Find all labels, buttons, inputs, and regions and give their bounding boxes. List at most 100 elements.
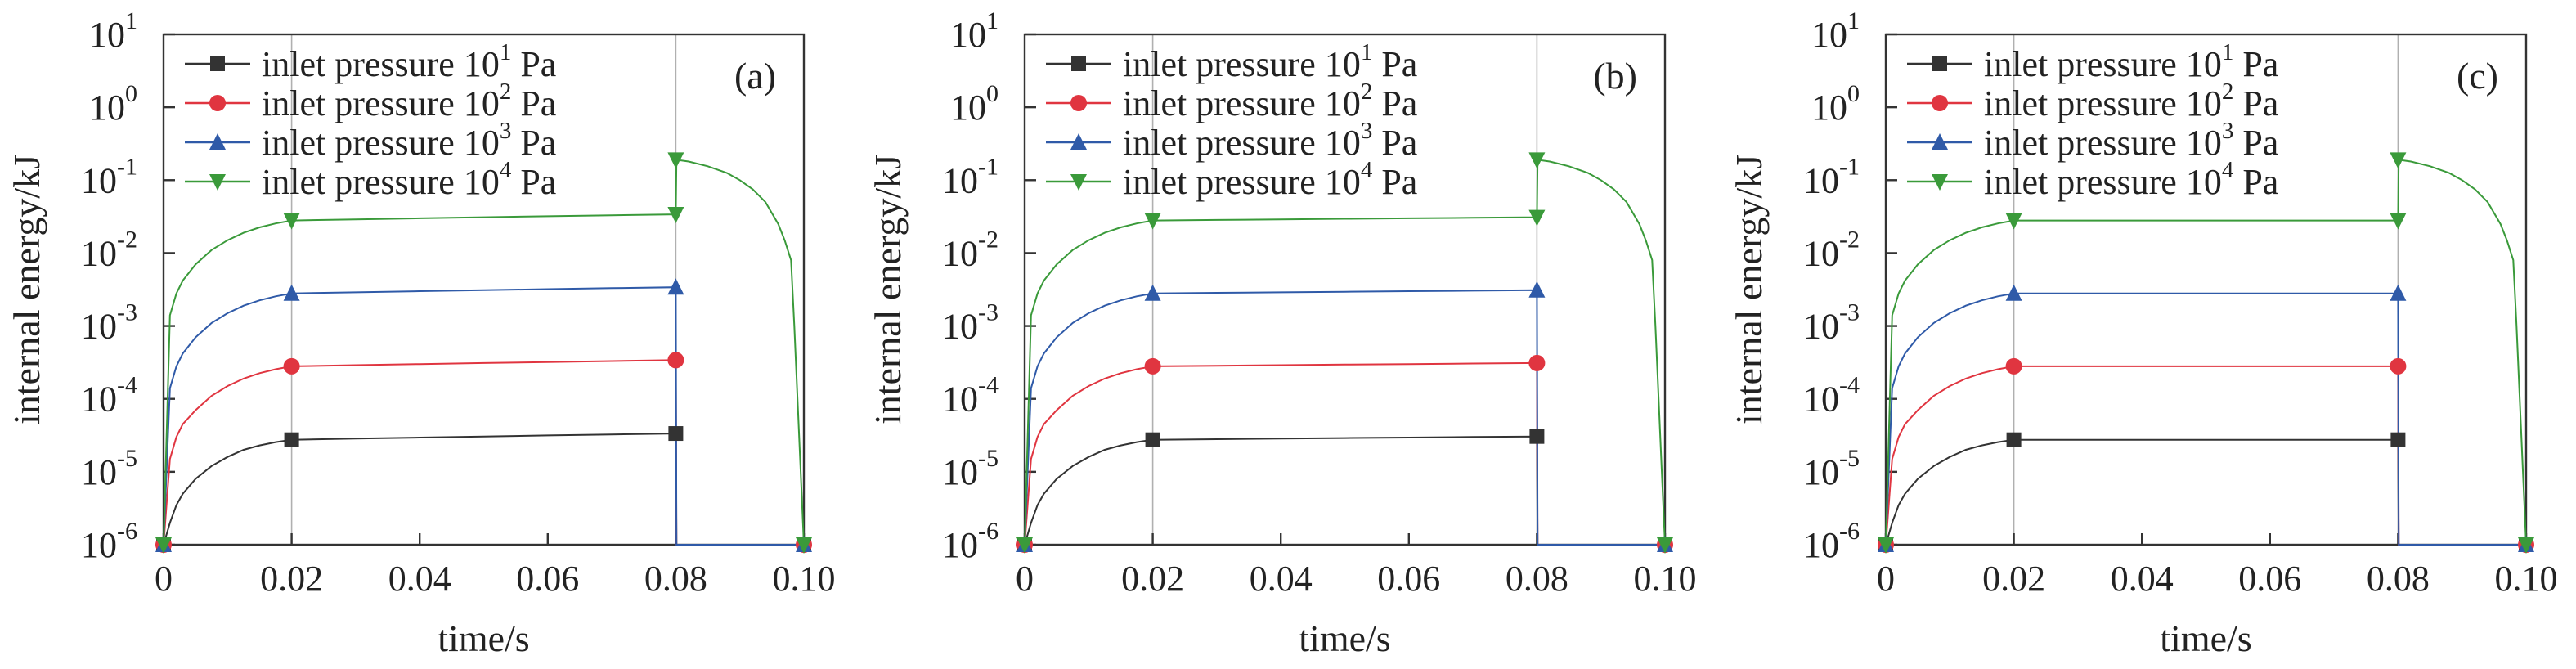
legend-swatch-marker [1071,56,1086,71]
y-axis-label: internal energy/kJ [6,155,47,424]
series-line-circle [163,359,804,546]
x-tick-label: 0.02 [1982,559,2045,599]
legend-swatch-marker [1932,174,1948,191]
y-tick-label: 100 [950,80,999,128]
legend-entry-label: inlet pressure 103 Pa [1984,118,2278,163]
legend-label-unit: Pa [2233,123,2278,163]
y-tick-base: 10 [81,307,117,347]
data-marker [2390,152,2407,169]
y-tick-exponent: -5 [978,445,999,472]
series-line-triangle-down [163,159,805,546]
y-tick-exponent: 0 [986,80,999,107]
legend-label-text: inlet pressure 10 [1123,123,1361,163]
y-tick-base: 10 [1811,88,1847,128]
y-tick-exponent: 0 [125,80,137,107]
legend-label-sup: 2 [2222,79,2234,105]
data-marker [284,432,299,447]
y-tick-exponent: -6 [978,518,999,545]
data-marker [1016,537,1033,554]
data-marker [1657,537,1673,554]
y-tick-label: 10-3 [81,299,137,347]
series-line-square [1024,435,1665,546]
data-marker [1145,432,1160,447]
y-tick-label: 10-5 [81,445,137,492]
y-tick-label: 10-3 [942,299,999,347]
data-marker [2005,213,2022,230]
legend-label-unit: Pa [1372,123,1417,163]
y-tick-label: 100 [1811,80,1860,128]
legend-label-text: inlet pressure 10 [262,44,500,84]
legend-entry-label: inlet pressure 101 Pa [1123,39,1417,84]
panel-label: (c) [2457,55,2498,97]
y-tick-base: 10 [1803,233,1839,273]
data-marker [2518,537,2534,554]
y-tick-base: 10 [1803,452,1839,492]
data-marker [2005,284,2022,301]
x-tick-label: 0.02 [260,559,323,599]
legend-entry-label: inlet pressure 104 Pa [1123,157,1417,202]
legend-entry-label: inlet pressure 101 Pa [262,39,556,84]
x-axis-label: time/s [2160,617,2251,659]
legend-label-unit: Pa [1372,162,1417,202]
y-tick-base: 10 [950,15,986,55]
y-axis-label: internal energy/kJ [867,155,909,424]
legend-swatch-marker [1932,133,1948,150]
y-tick-exponent: -1 [1839,153,1860,180]
data-marker [2390,432,2406,447]
legend-label-text: inlet pressure 10 [262,162,500,202]
y-tick-exponent: 1 [986,7,999,34]
y-tick-label: 10-4 [1803,372,1860,420]
y-tick-base: 10 [81,379,117,420]
data-marker [2005,357,2022,375]
legend-label-sup: 1 [1361,39,1373,65]
x-tick-label: 0.08 [644,559,707,599]
panel-label: (b) [1593,55,1637,97]
series-line-triangle-up [1024,289,1665,546]
legend-label-unit: Pa [2233,162,2278,202]
y-tick-label: 10-2 [942,226,999,273]
y-tick-exponent: -4 [978,372,999,399]
legend-swatch-marker [210,56,225,71]
data-marker [1528,281,1546,298]
y-tick-exponent: -5 [117,445,137,472]
legend-label-unit: Pa [1372,44,1417,84]
legend-label-text: inlet pressure 10 [262,83,500,123]
legend-label-text: inlet pressure 10 [262,123,500,163]
x-tick-label: 0.08 [2367,559,2430,599]
y-tick-label: 10-5 [1803,445,1860,492]
data-marker [283,357,300,375]
data-marker [1528,152,1546,169]
y-tick-label: 100 [89,80,137,128]
y-tick-exponent: -3 [978,299,999,326]
y-tick-base: 10 [89,15,125,55]
y-tick-exponent: -4 [117,372,137,399]
data-marker [667,278,684,295]
legend-label-unit: Pa [2233,83,2278,123]
data-marker [667,207,684,224]
data-marker [667,352,684,369]
x-tick-label: 0 [1016,559,1034,599]
series-line-triangle-up [163,286,804,546]
legend-label-sup: 1 [2222,39,2234,65]
legend-swatch-marker [209,174,226,191]
y-tick-label: 10-4 [942,372,999,420]
legend-swatch-marker [209,95,226,111]
legend-entry-label: inlet pressure 104 Pa [262,157,556,202]
y-tick-base: 10 [89,88,125,128]
data-marker [1878,537,1894,554]
data-marker [1528,209,1546,227]
y-tick-base: 10 [81,452,117,492]
series-line-square [163,433,804,546]
legend-label-sup: 3 [2222,118,2234,144]
y-tick-base: 10 [1803,379,1839,420]
x-tick-label: 0 [1877,559,1895,599]
y-tick-label: 101 [950,7,999,55]
y-tick-exponent: -6 [117,518,137,545]
y-tick-label: 10-4 [81,372,137,420]
y-tick-base: 10 [81,525,117,565]
y-tick-label: 10-6 [942,518,999,565]
y-tick-base: 10 [942,452,978,492]
x-tick-label: 0.04 [388,559,451,599]
